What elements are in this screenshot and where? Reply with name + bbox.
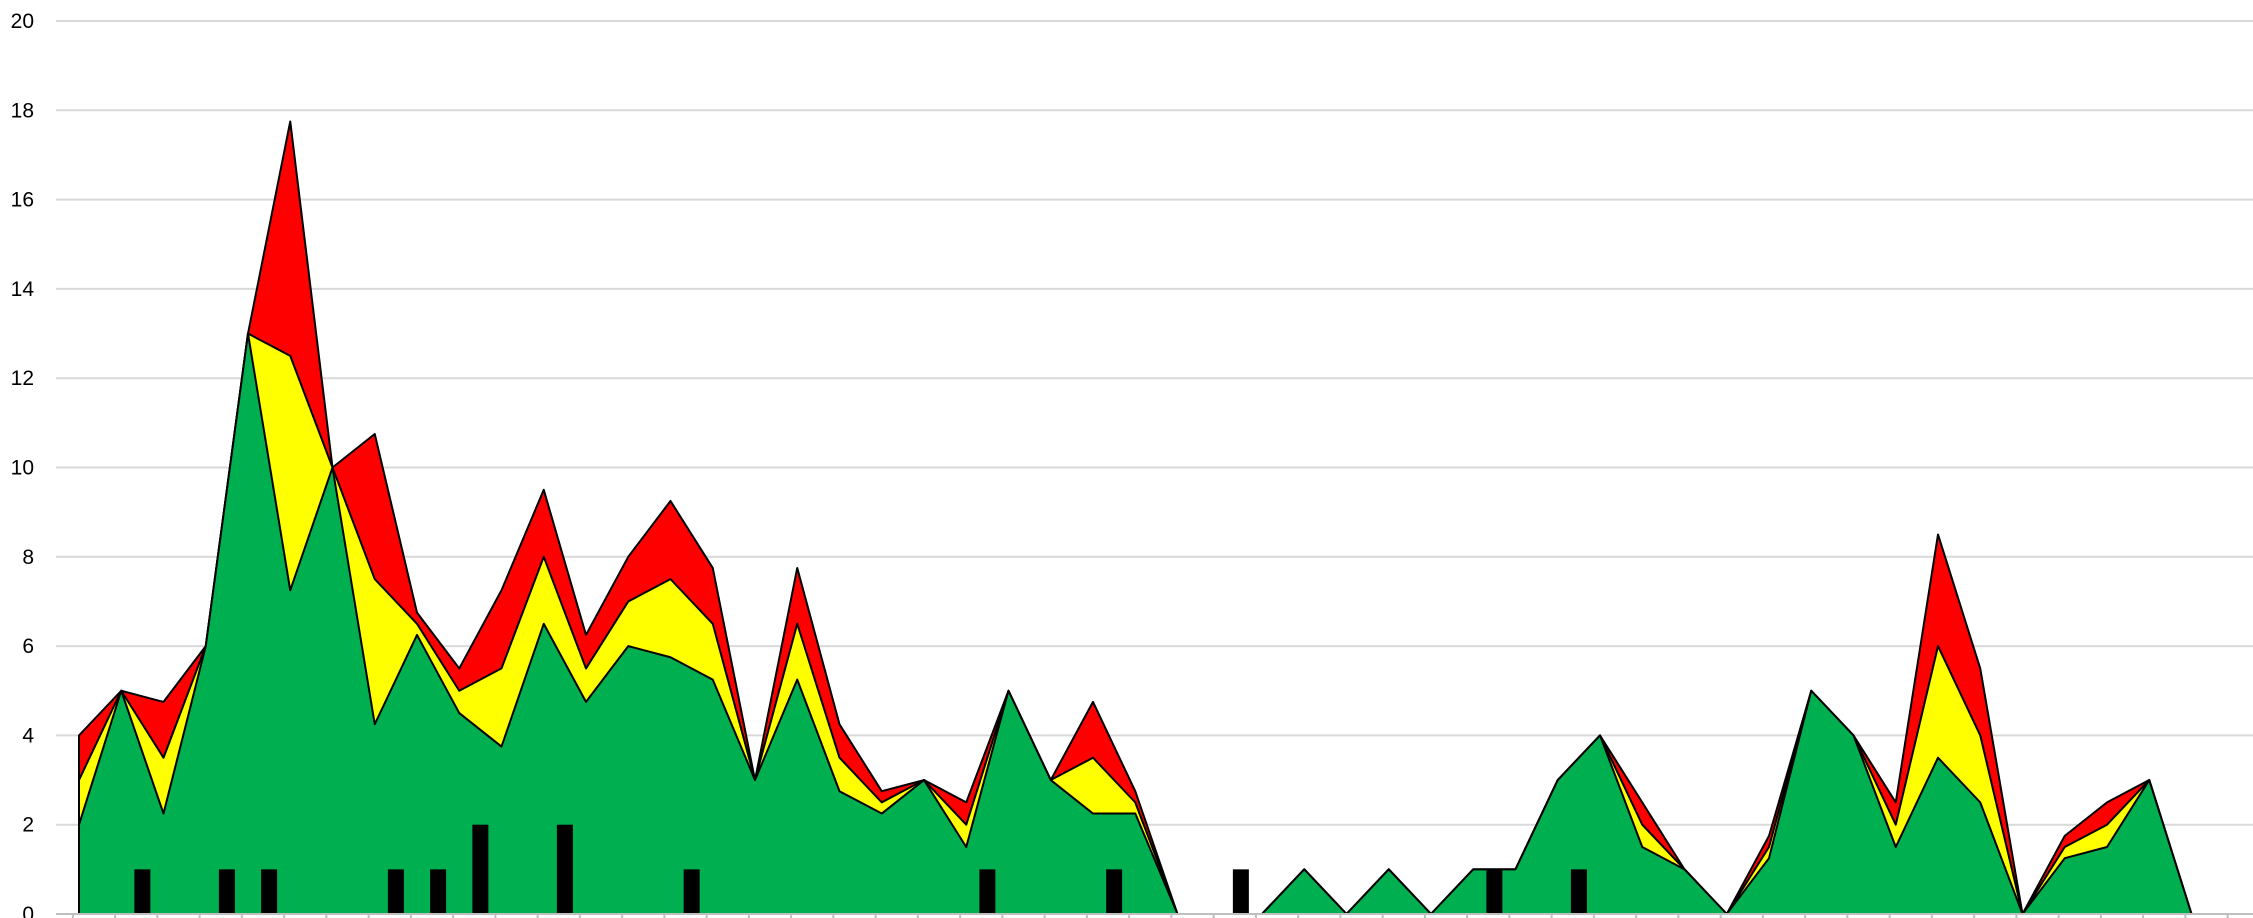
- y-tick-label: 10: [11, 457, 34, 480]
- y-axis-tick-labels: 0 2 4 6 8 10 12 14 16 18 20: [11, 10, 35, 918]
- bar: [1486, 869, 1503, 914]
- y-tick-label: 18: [11, 99, 34, 122]
- area-series: [78, 120, 2253, 915]
- bar: [430, 869, 447, 914]
- bar: [683, 869, 700, 914]
- y-tick-label: 0: [22, 903, 34, 918]
- bar: [1570, 869, 1587, 914]
- bar: [387, 869, 404, 914]
- bar: [134, 869, 151, 914]
- y-tick-label: 20: [11, 10, 34, 33]
- y-tick-label: 4: [22, 724, 34, 747]
- bar: [1106, 869, 1123, 914]
- bar: [556, 824, 573, 914]
- y-tick-label: 6: [22, 635, 34, 658]
- y-tick-label: 8: [22, 546, 34, 569]
- bar: [261, 869, 278, 914]
- y-tick-label: 12: [11, 367, 34, 390]
- bar: [1232, 869, 1249, 914]
- bar: [218, 869, 235, 914]
- x-axis: [56, 913, 2253, 918]
- bar: [472, 824, 489, 914]
- y-tick-label: 14: [11, 278, 35, 301]
- bar: [979, 869, 996, 914]
- bar-series: [134, 824, 1587, 914]
- y-tick-label: 2: [22, 814, 34, 837]
- y-tick-label: 16: [11, 189, 34, 212]
